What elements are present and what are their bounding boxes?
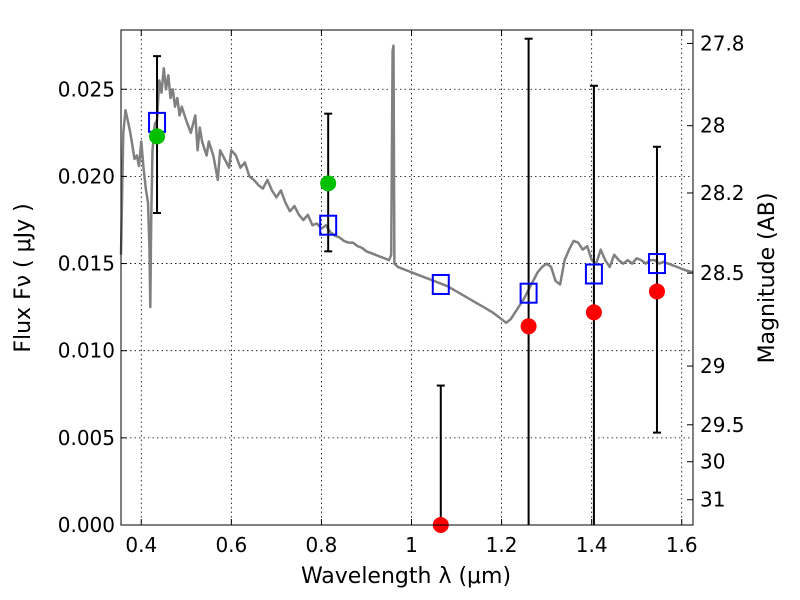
right-tick-label: 28.2 — [700, 181, 745, 205]
x-tick-label: 1.2 — [486, 533, 518, 557]
model-spectrum-layer — [119, 44, 694, 325]
x-tick-label: 0.6 — [215, 533, 247, 557]
x-tick-label: 0.4 — [125, 533, 157, 557]
observed-flux-point — [320, 175, 337, 192]
right-tick-label: 28 — [700, 114, 725, 138]
right-tick-label: 30 — [700, 450, 725, 474]
observed-flux-point — [648, 283, 665, 300]
right-tick-label: 27.8 — [700, 31, 745, 55]
axis-ticks: 0.4 0.6 0.8 1 1.2 1.4 1.6 0.000 0.005 0.010 0.015 0… — [58, 30, 745, 557]
y-tick-label: 0.000 — [58, 513, 115, 537]
y-axis-label: Flux Fν ( μJy ) — [11, 203, 36, 352]
x-tick-label: 1.6 — [666, 533, 698, 557]
right-tick-label: 29.5 — [700, 413, 745, 437]
model-photometry-square — [431, 273, 450, 295]
observed-flux-point — [149, 128, 166, 145]
x-tick-label: 1.4 — [576, 533, 608, 557]
model-photometry-square — [319, 214, 338, 236]
x-tick-label: 1 — [405, 533, 418, 557]
y-tick-label: 0.025 — [58, 77, 115, 101]
y-tick-label: 0.005 — [58, 426, 115, 450]
observed-flux-point — [520, 318, 537, 335]
x-tick-label: 0.8 — [306, 533, 338, 557]
model-photometry-square — [519, 282, 538, 304]
observed-flux-point — [585, 304, 602, 321]
y-tick-label: 0.015 — [58, 252, 115, 276]
y-tick-label: 0.020 — [58, 164, 115, 188]
right-tick-label: 29 — [700, 354, 725, 378]
model-photometry-square — [647, 253, 666, 275]
plot-frame — [120, 29, 694, 526]
right-tick-label: 28.5 — [700, 261, 745, 285]
x-axis-label: Wavelength λ (μm) — [301, 564, 511, 589]
model-photometry-square — [584, 263, 603, 285]
y-tick-label: 0.010 — [58, 339, 115, 363]
right-tick-label: 31 — [700, 488, 725, 512]
model-spectrum-line — [119, 44, 694, 325]
right-axis-label: Magnitude (AB) — [755, 193, 780, 364]
data-markers — [148, 111, 666, 533]
